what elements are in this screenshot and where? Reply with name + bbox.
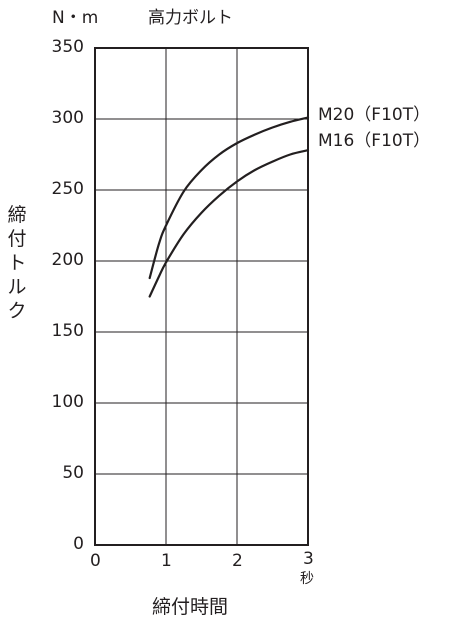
series-lines (148, 116, 310, 298)
chart-title: 高力ボルト (148, 8, 233, 28)
series-line-2 (148, 149, 310, 298)
y-tick-label: 350 (51, 37, 84, 57)
x-axis-label: 締付時間 (152, 596, 229, 618)
x-tick-label: 1 (161, 551, 172, 571)
y-tick-label: 50 (62, 463, 84, 483)
x-tick-label: 2 (232, 551, 243, 571)
grid-lines (95, 48, 308, 545)
x-tick-label: 0 (90, 551, 101, 571)
plot-frame (94, 47, 309, 546)
y-tick-label: 0 (73, 534, 84, 554)
x-tick-label: 3 (303, 549, 314, 569)
y-tick-label: 250 (51, 179, 84, 199)
y-tick-label: 150 (51, 321, 84, 341)
y-tick-label: 100 (51, 392, 84, 412)
y-tick-label: 200 (51, 250, 84, 270)
series-label-2: M16（F10T） (318, 131, 431, 151)
unit-label: N・m (52, 8, 99, 28)
y-tick-label: 300 (51, 108, 84, 128)
series-line-1 (148, 116, 310, 280)
x-unit-label: 秒 (300, 571, 314, 587)
series-label-1: M20（F10T） (318, 105, 431, 125)
y-axis-label: 締付トルク (7, 204, 27, 322)
